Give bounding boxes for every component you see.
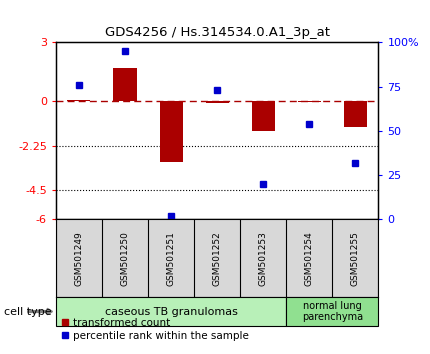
Title: GDS4256 / Hs.314534.0.A1_3p_at: GDS4256 / Hs.314534.0.A1_3p_at (104, 25, 330, 39)
Text: GSM501254: GSM501254 (305, 231, 314, 286)
Text: GSM501250: GSM501250 (120, 231, 129, 286)
Bar (344, 102, 367, 127)
Text: GSM501249: GSM501249 (74, 231, 83, 286)
Bar (56, 297, 286, 326)
Bar (206, 102, 229, 103)
Text: GSM501255: GSM501255 (351, 231, 360, 286)
Bar (252, 102, 275, 131)
Text: normal lung
parenchyma: normal lung parenchyma (302, 301, 363, 322)
Text: cell type: cell type (4, 307, 52, 316)
Bar (160, 102, 183, 162)
Legend: transformed count, percentile rank within the sample: transformed count, percentile rank withi… (57, 314, 254, 345)
Bar (114, 68, 137, 102)
Bar (286, 297, 378, 326)
Text: GSM501253: GSM501253 (259, 231, 268, 286)
Text: GSM501252: GSM501252 (213, 231, 221, 286)
Text: caseous TB granulomas: caseous TB granulomas (104, 307, 237, 316)
Bar (68, 101, 90, 102)
Text: GSM501251: GSM501251 (166, 231, 175, 286)
